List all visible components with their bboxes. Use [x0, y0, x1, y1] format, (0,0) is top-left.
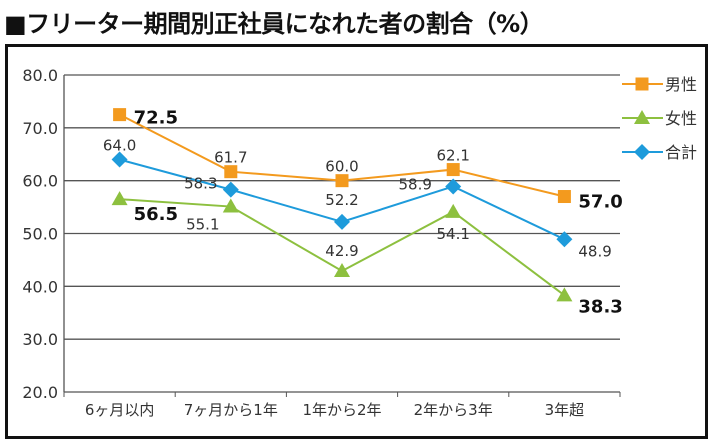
- y-tick-label: 40.0: [22, 277, 58, 296]
- data-point-triangle: [445, 203, 462, 218]
- x-tick-label: 2年から3年: [414, 401, 493, 419]
- legend-marker: [634, 144, 650, 160]
- legend-label: 女性: [665, 109, 697, 128]
- data-point-square: [113, 108, 127, 122]
- data-point-triangle: [222, 198, 239, 213]
- data-point-triangle: [111, 191, 128, 206]
- chart-title: ■フリーター期間別正社員になれた者の割合（%）: [4, 10, 544, 38]
- y-tick-label: 80.0: [22, 66, 58, 85]
- y-tick-label: 20.0: [22, 383, 58, 402]
- x-tick-label: 7ヶ月から1年: [184, 401, 278, 419]
- data-label: 55.1: [186, 216, 219, 234]
- data-point-diamond: [556, 231, 573, 248]
- data-label: 54.1: [436, 225, 469, 243]
- data-label: 60.0: [325, 158, 358, 176]
- x-tick-label: 6ヶ月以内: [85, 401, 155, 419]
- data-point-diamond: [445, 178, 462, 195]
- y-tick-label: 60.0: [22, 172, 58, 191]
- data-point-square: [335, 174, 349, 188]
- legend-marker: [634, 110, 650, 124]
- data-label: 58.3: [184, 175, 217, 193]
- x-tick-label: 1年から2年: [302, 401, 381, 419]
- data-point-square: [557, 190, 571, 204]
- data-label: 61.7: [214, 149, 247, 167]
- data-point-diamond: [111, 151, 128, 168]
- data-label: 72.5: [134, 108, 178, 129]
- data-label: 48.9: [578, 242, 611, 260]
- data-label: 58.9: [398, 175, 431, 193]
- data-label: 56.5: [134, 204, 178, 225]
- y-tick-label: 50.0: [22, 225, 58, 244]
- y-tick-label: 30.0: [22, 330, 58, 349]
- legend-marker: [635, 77, 649, 91]
- data-label: 52.2: [325, 191, 358, 209]
- data-label: 64.0: [103, 137, 136, 155]
- data-point-square: [224, 165, 238, 179]
- legend-label: 男性: [665, 75, 697, 94]
- data-label: 42.9: [325, 242, 358, 260]
- data-point-triangle: [334, 263, 350, 278]
- data-point-square: [446, 163, 460, 177]
- legend-label: 合計: [665, 143, 697, 162]
- data-label: 57.0: [578, 192, 622, 213]
- x-tick-label: 3年超: [545, 401, 585, 419]
- data-label: 62.1: [436, 147, 469, 165]
- data-point-diamond: [334, 213, 350, 230]
- y-tick-label: 70.0: [22, 119, 58, 138]
- data-point-triangle: [556, 287, 573, 302]
- data-point-diamond: [222, 181, 239, 198]
- data-label: 38.3: [578, 296, 622, 317]
